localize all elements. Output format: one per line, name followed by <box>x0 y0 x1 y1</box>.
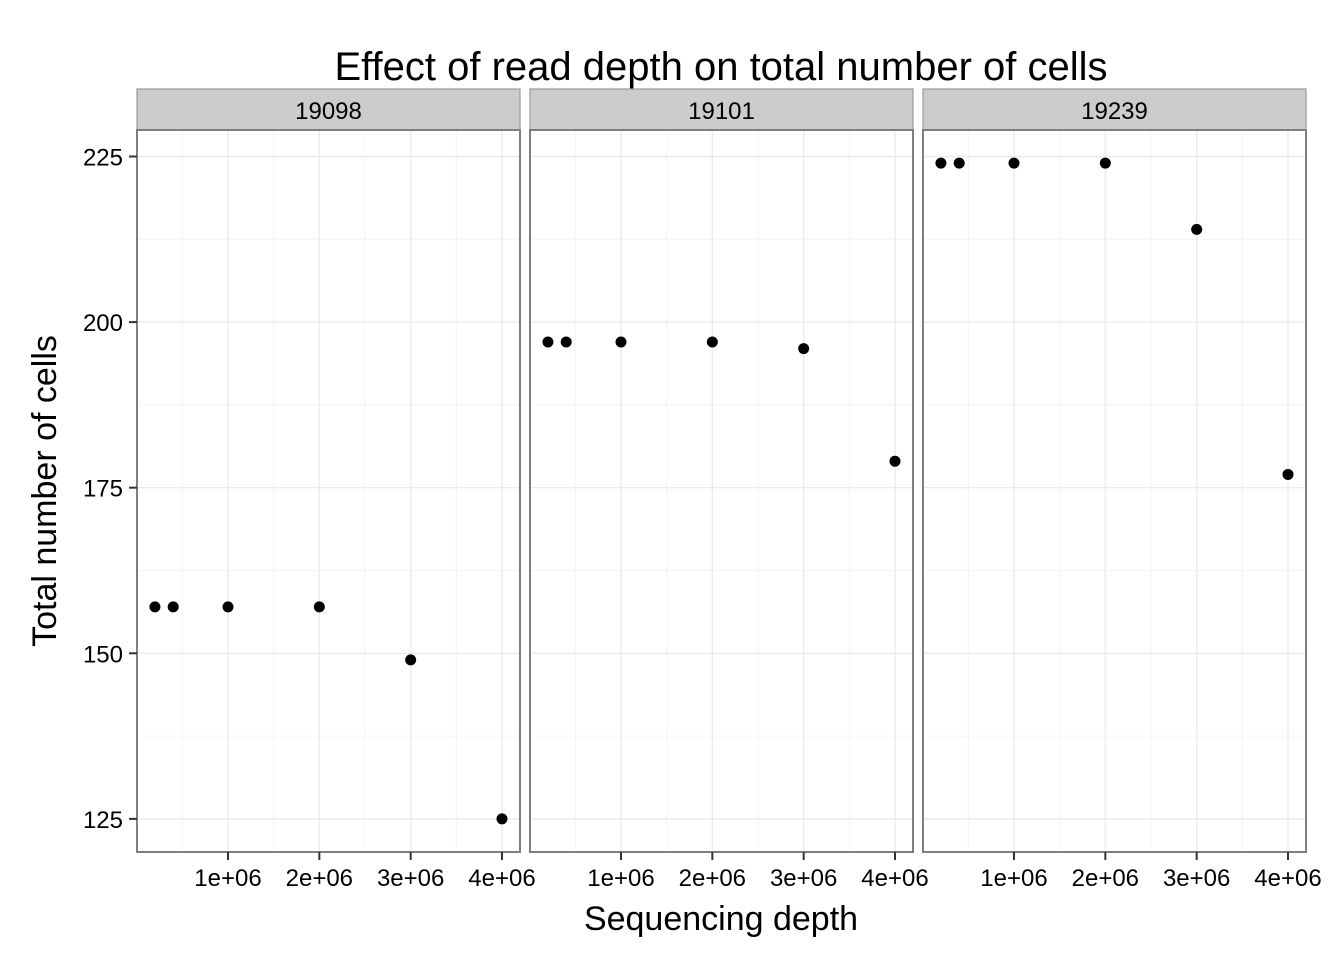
y-axis: 125 150 175 200 225 <box>83 144 137 834</box>
facet-strip <box>136 88 521 131</box>
data-point <box>1099 157 1111 169</box>
facet-strip <box>529 88 914 131</box>
y-tick-label: 200 <box>83 310 123 337</box>
data-point <box>1282 468 1294 480</box>
data-point <box>222 601 234 613</box>
x-tick-label: 3e+06 <box>1163 865 1230 892</box>
data-point <box>149 601 161 613</box>
data-point <box>496 813 508 825</box>
facet-strip <box>922 88 1307 131</box>
data-point <box>798 343 810 355</box>
y-tick-label: 125 <box>83 807 123 834</box>
x-tick-label: 4e+06 <box>1254 865 1321 892</box>
data-point <box>889 455 901 467</box>
data-point <box>935 157 947 169</box>
x-tick-label: 2e+06 <box>286 865 353 892</box>
x-tick-label: 2e+06 <box>679 865 746 892</box>
x-tick-label: 1e+06 <box>587 865 654 892</box>
data-point <box>560 336 572 348</box>
panel-border <box>922 129 1307 853</box>
y-tick-label: 150 <box>83 641 123 668</box>
data-point <box>405 654 417 666</box>
data-point <box>167 601 179 613</box>
x-tick-label: 3e+06 <box>377 865 444 892</box>
facet-panel-19098: 19098 1e+06 2e+06 3e+06 4e+06 <box>136 88 536 892</box>
facet-panel-19101: 19101 1e+06 2e+06 3e+06 4e+06 <box>529 88 929 892</box>
panel-border <box>136 129 521 853</box>
facet-strip-label: 19101 <box>688 98 755 125</box>
x-axis-title: Sequencing depth <box>584 900 858 938</box>
data-point <box>313 601 325 613</box>
x-tick-label: 1e+06 <box>194 865 261 892</box>
data-point <box>953 157 965 169</box>
x-tick-label: 2e+06 <box>1072 865 1139 892</box>
x-tick-label: 3e+06 <box>770 865 837 892</box>
data-point <box>706 336 718 348</box>
facet-panel-19239: 19239 1e+06 2e+06 3e+06 4e+06 <box>922 88 1322 892</box>
data-point <box>1008 157 1020 169</box>
data-point <box>542 336 554 348</box>
facet-strip-label: 19239 <box>1081 98 1148 125</box>
x-tick-label: 1e+06 <box>980 865 1047 892</box>
y-tick-label: 225 <box>83 144 123 171</box>
data-point <box>615 336 627 348</box>
x-tick-label: 4e+06 <box>861 865 928 892</box>
facet-panels: 19098 1e+06 2e+06 3e+06 4e+06 19101 1e+06 2e+06… <box>136 88 1322 892</box>
data-point <box>1191 223 1203 235</box>
chart-title: Effect of read depth on total number of … <box>334 45 1107 89</box>
panel-border <box>529 129 914 853</box>
y-tick-label: 175 <box>83 476 123 503</box>
y-axis-title: Total number of cells <box>26 335 64 647</box>
x-tick-label: 4e+06 <box>468 865 535 892</box>
facet-strip-label: 19098 <box>295 98 362 125</box>
